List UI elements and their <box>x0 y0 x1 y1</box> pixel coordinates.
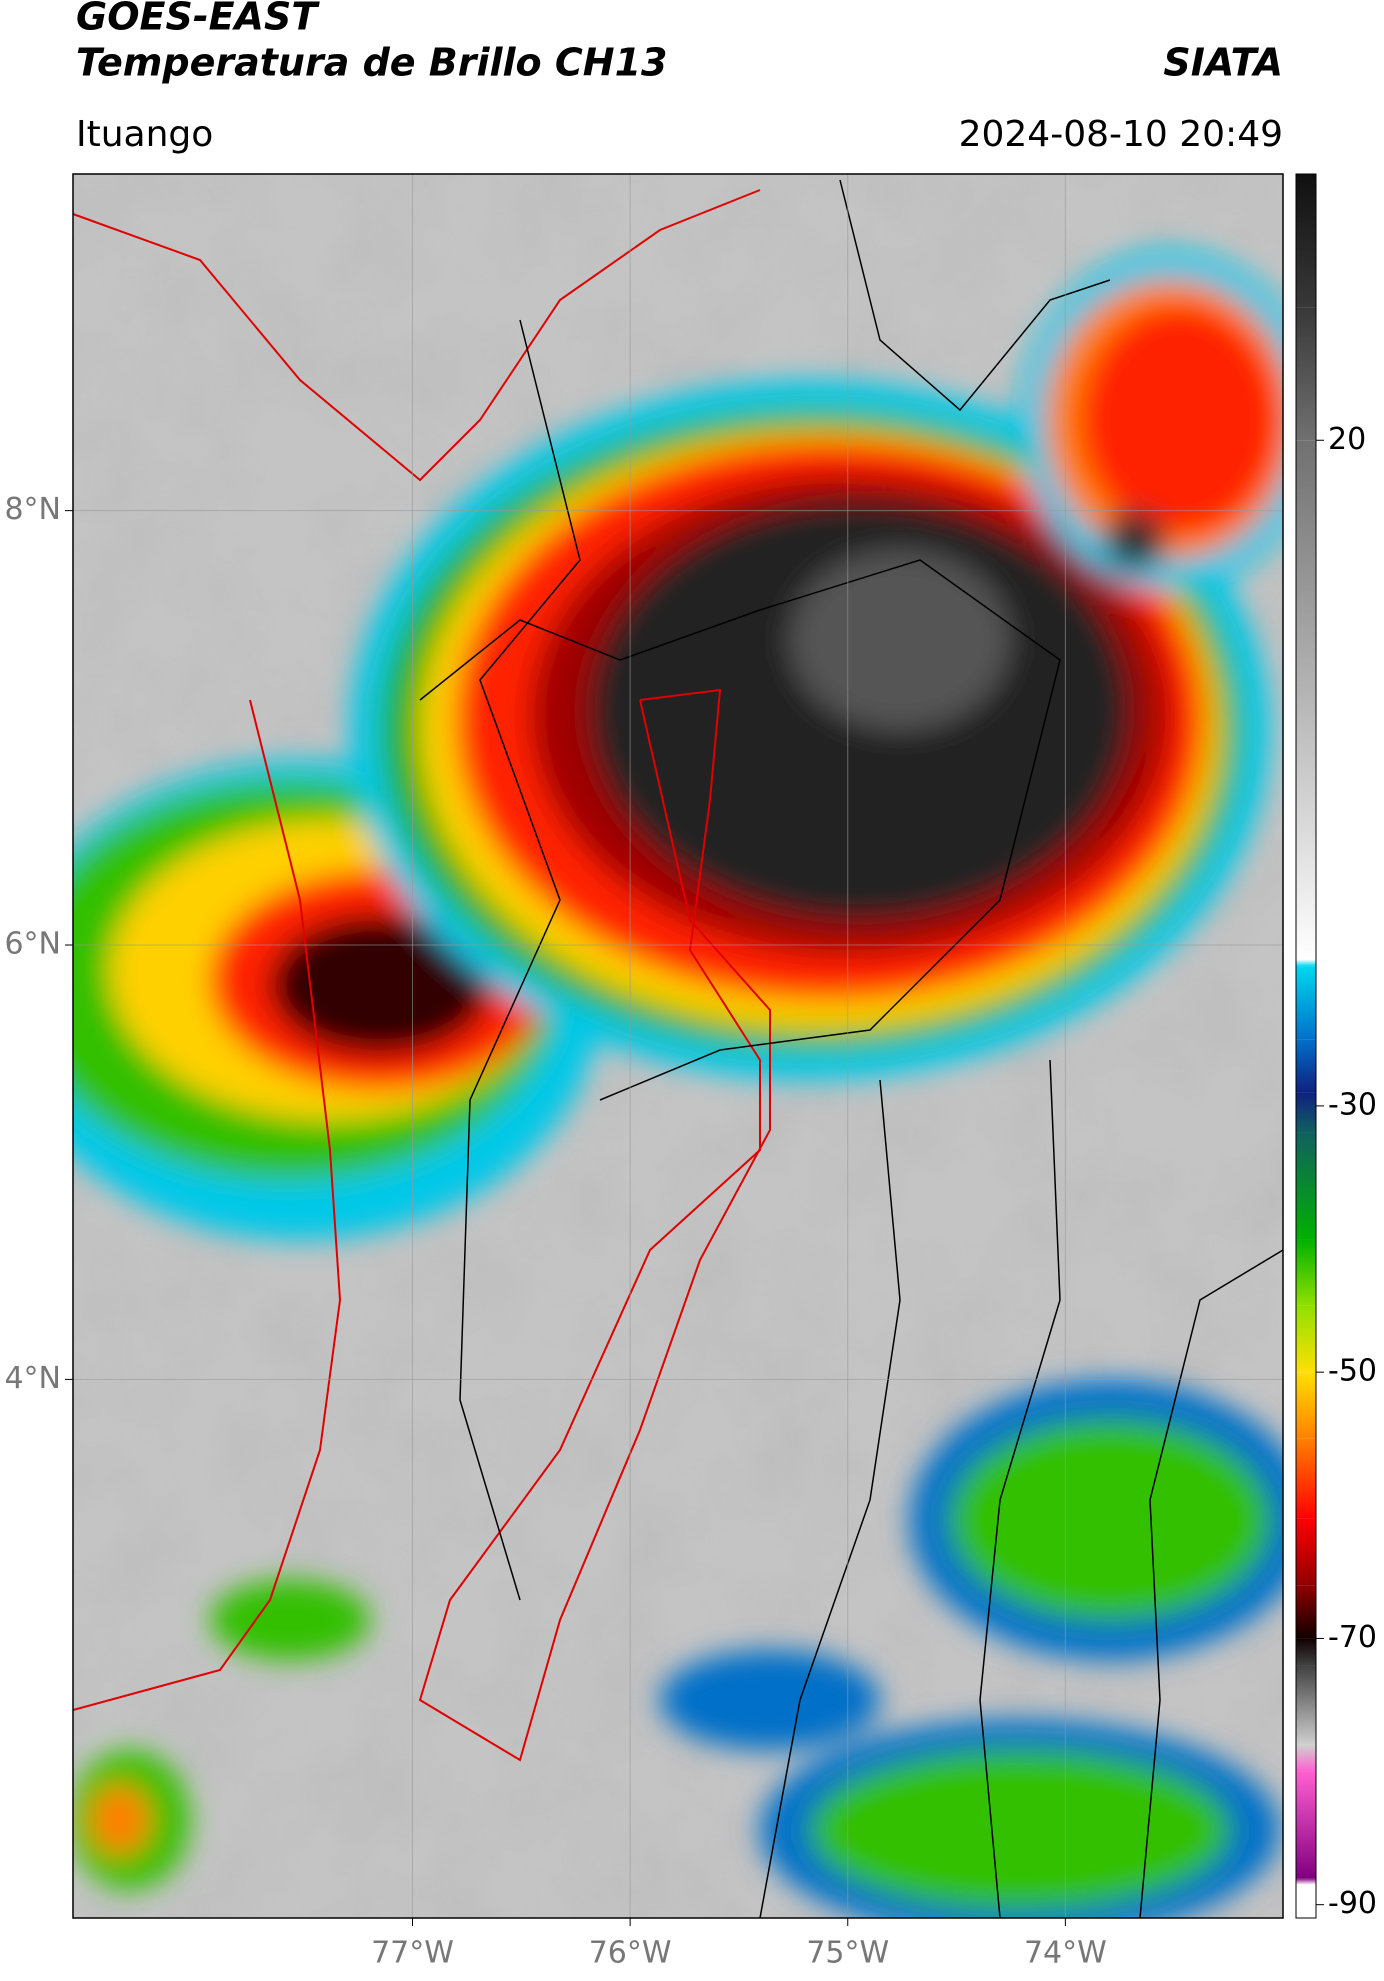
colorbar-label: -70 <box>1328 1620 1377 1655</box>
x-tick-label: 77°W <box>371 1936 454 1971</box>
colorbar-segment <box>1296 1884 1316 1918</box>
y-tick-label: 6°N <box>4 927 61 962</box>
location: Ituango <box>76 114 213 155</box>
y-tick-label: 8°N <box>4 492 61 527</box>
satellite-image <box>73 174 1283 1918</box>
colorbar: 20 -30 -50 -70 -90 <box>1295 173 1377 1921</box>
source: SIATA <box>1163 41 1283 85</box>
colorbar-segment <box>1296 440 1316 707</box>
colorbar-segment <box>1296 1092 1316 1133</box>
colorbar-segment <box>1296 706 1316 960</box>
datetime: 2024-08-10 20:49 <box>959 114 1283 155</box>
colorbar-segment <box>1296 1305 1316 1373</box>
y-tick-label: 4°N <box>4 1361 61 1396</box>
colorbar-label: -90 <box>1328 1886 1377 1921</box>
colorbar-segment <box>1296 1638 1316 1666</box>
x-tick-label: 75°W <box>806 1936 889 1971</box>
colorbar-segment <box>1296 966 1316 1040</box>
colorbar-segment <box>1296 959 1316 967</box>
colorbar-segment <box>1296 1132 1316 1240</box>
colorbar-segment <box>1296 1744 1316 1772</box>
colorbar-label: -30 <box>1328 1087 1377 1122</box>
colorbar-segment <box>1296 1039 1316 1093</box>
colorbar-segment <box>1296 1438 1316 1519</box>
colorbar-label: -50 <box>1328 1354 1377 1389</box>
colorbar-segment <box>1296 1239 1316 1306</box>
colorbar-segment <box>1296 1518 1316 1586</box>
title: GOES-EAST <box>76 0 320 39</box>
colorbar-segment <box>1296 1878 1316 1885</box>
x-tick-label: 74°W <box>1024 1936 1107 1971</box>
subtitle: Temperatura de Brillo CH13 <box>76 41 667 85</box>
colorbar-segment <box>1296 1665 1316 1745</box>
map-frame <box>72 173 1284 1919</box>
colorbar-segment <box>1296 307 1316 441</box>
colorbar-segment <box>1296 1771 1316 1879</box>
colorbar-segment <box>1296 1372 1316 1439</box>
colorbar-segment <box>1296 174 1316 308</box>
colorbar-segment <box>1296 1585 1316 1639</box>
colorbar-label: 20 <box>1328 422 1366 457</box>
x-tick-label: 76°W <box>589 1936 672 1971</box>
colorbar-frame <box>1295 173 1317 1919</box>
grid <box>65 174 1283 1926</box>
